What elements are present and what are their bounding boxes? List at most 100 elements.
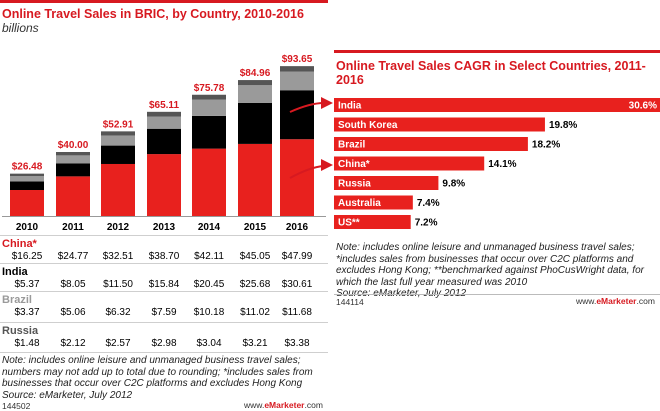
- table-row: $1.48 $2.12 $2.57 $2.98 $3.04 $3.21 $3.38: [0, 338, 328, 350]
- bar-segment-2014-s3: [192, 94, 226, 100]
- table-series-label: Brazil: [2, 294, 32, 306]
- total-label-2013: $65.11: [149, 100, 179, 111]
- bar-segment-2013-s1: [147, 128, 181, 155]
- table-cell: $1.48: [14, 338, 40, 349]
- table-cell: $15.84: [148, 279, 180, 290]
- bar-segment-2013-s0: [147, 154, 181, 216]
- bar-segment-2016-s1: [280, 90, 314, 140]
- table-cell: $7.59: [151, 307, 177, 318]
- cagr-value-4: 9.8%: [442, 179, 465, 190]
- left-chart-subtitle: billions: [2, 21, 39, 35]
- table-divider: [0, 291, 328, 292]
- bar-segment-2011-s3: [56, 152, 90, 156]
- x-tick-2012: 2012: [107, 222, 130, 233]
- table-divider: [0, 322, 328, 323]
- bar-segment-2016-s0: [280, 139, 314, 216]
- bar-segment-2016-s2: [280, 71, 314, 91]
- total-label-2012: $52.91: [103, 119, 134, 130]
- table-divider: [0, 352, 328, 353]
- table-divider: [0, 263, 328, 264]
- cagr-bar-3: [334, 156, 485, 171]
- table-cell: $16.25: [11, 251, 43, 262]
- bar-segment-2012-s3: [101, 131, 135, 136]
- table-cell: $10.18: [193, 307, 225, 318]
- table-cell: $6.32: [105, 307, 131, 318]
- left-chart-title: Online Travel Sales in BRIC, by Country,…: [2, 7, 304, 21]
- x-tick-2015: 2015: [244, 222, 267, 233]
- bar-segment-2015-s3: [238, 80, 272, 86]
- table-cell: $24.77: [57, 251, 89, 262]
- table-cell: $11.50: [103, 279, 133, 290]
- x-tick-2013: 2013: [153, 222, 176, 233]
- cagr-bar-0: [334, 98, 660, 112]
- left-top-rule: [0, 0, 328, 3]
- bar-segment-2015-s2: [238, 85, 272, 103]
- bar-segment-2011-s1: [56, 163, 90, 177]
- total-label-2014: $75.78: [194, 83, 225, 94]
- cagr-category-3: China*: [338, 159, 370, 170]
- table-cell: $5.37: [14, 279, 40, 290]
- bar-segment-2011-s2: [56, 155, 90, 164]
- table-cell: $38.70: [148, 251, 180, 262]
- cagr-category-2: Brazil: [338, 140, 365, 151]
- total-label-2016: $93.65: [282, 54, 313, 65]
- table-series-label: Russia: [2, 325, 39, 337]
- left-chart-id: 144502: [2, 401, 31, 411]
- bar-segment-2012-s1: [101, 145, 135, 164]
- table-cell: $8.05: [60, 279, 86, 290]
- table-cell: $2.98: [151, 338, 177, 349]
- right-chart-id: 144114: [336, 297, 364, 307]
- table-cell: $45.05: [239, 251, 271, 262]
- table-cell: $42.11: [194, 251, 224, 262]
- total-label-2011: $40.00: [58, 140, 89, 151]
- bar-segment-2016-s3: [280, 66, 314, 72]
- bar-segment-2013-s2: [147, 116, 181, 129]
- x-tick-2016: 2016: [286, 222, 309, 233]
- table-cell: $11.68: [282, 307, 312, 318]
- right-source: Source: eMarketer, July 2012: [336, 288, 466, 299]
- cagr-category-1: South Korea: [338, 120, 398, 131]
- cagr-bar-4: [334, 176, 439, 190]
- cagr-value-3: 14.1%: [488, 159, 516, 170]
- bar-segment-2014-s2: [192, 99, 226, 116]
- cagr-category-0: India: [338, 101, 362, 112]
- table-row: $3.37 $5.06 $6.32 $7.59 $10.18 $11.02 $11.68: [0, 307, 328, 319]
- right-top-rule: [334, 50, 660, 53]
- table-divider: [0, 235, 328, 236]
- bar-segment-2014-s0: [192, 148, 226, 216]
- table-cell: $2.57: [105, 338, 131, 349]
- table-cell: $3.21: [242, 338, 268, 349]
- cagr-category-5: Australia: [338, 198, 381, 209]
- cagr-value-2: 18.2%: [532, 140, 560, 151]
- right-brand: www.eMarketer.com: [576, 296, 655, 306]
- table-row: $16.25 $24.77 $32.51 $38.70 $42.11 $45.05 $47.…: [0, 251, 328, 263]
- table-row: $5.37 $8.05 $11.50 $15.84 $20.45 $25.68 $30.61: [0, 279, 328, 291]
- left-source: Source: eMarketer, July 2012: [2, 389, 133, 401]
- bar-segment-2011-s0: [56, 176, 90, 216]
- cagr-bar-2: [334, 137, 528, 151]
- cagr-value-1: 19.8%: [549, 120, 577, 131]
- cagr-bar-6: [334, 215, 411, 229]
- total-label-2010: $26.48: [12, 162, 43, 173]
- bar-segment-2010-s2: [10, 176, 44, 182]
- right-panel: Online Travel Sales CAGR in Select Count…: [334, 50, 660, 310]
- table-cell: $30.61: [281, 279, 313, 290]
- cagr-category-6: US**: [338, 218, 360, 229]
- cagr-bar-1: [334, 117, 545, 132]
- bar-segment-2014-s1: [192, 115, 226, 149]
- right-bottom-rule: [334, 294, 660, 295]
- right-note: Note: includes online leisure and unmana…: [336, 242, 658, 300]
- left-brand: www.eMarketer.com: [244, 400, 323, 410]
- bar-segment-2010-s1: [10, 181, 44, 190]
- bar-segment-2010-s0: [10, 190, 44, 216]
- right-note-text: Note: includes online leisure and unmana…: [336, 242, 644, 288]
- right-chart-title: Online Travel Sales CAGR in Select Count…: [336, 59, 646, 87]
- bar-segment-2012-s0: [101, 163, 135, 216]
- cagr-category-4: Russia: [338, 179, 371, 190]
- table-cell: $2.12: [60, 338, 86, 349]
- cagr-value-6: 7.2%: [415, 218, 438, 229]
- table-cell: $32.51: [102, 251, 134, 262]
- left-note-text: Note: includes online leisure and unmana…: [2, 355, 313, 389]
- bar-segment-2013-s3: [147, 111, 181, 117]
- table-cell: $3.38: [284, 338, 310, 349]
